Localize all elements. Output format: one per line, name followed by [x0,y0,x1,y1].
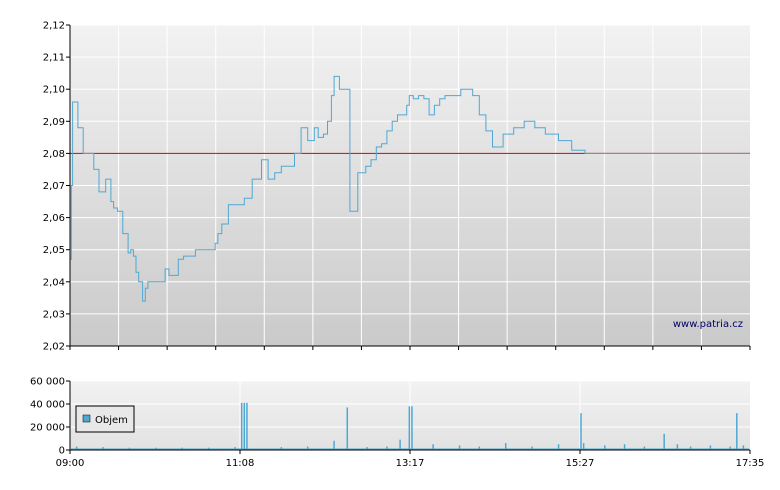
volume-bar [709,445,712,450]
volume-bar [623,444,626,450]
price-gridlines [70,24,750,346]
price-y-tick-label: 2,10 [43,85,65,96]
volume-bar [676,444,679,450]
volume-bar [346,407,349,450]
price-y-axis: 2,02 2,03 2,04 2,05 2,06 2,07 2,08 2,09 2,10 2,11… [43,21,70,353]
volume-y-tick-label: 20 000 [30,423,65,434]
volume-bar [181,447,183,450]
watermark-text: www.patria.cz [673,319,743,330]
legend-label: Objem [95,415,128,426]
volume-bars [71,402,749,450]
volume-bar [246,402,248,450]
price-y-tick-label: 2,03 [43,309,65,320]
price-y-tick-label: 2,05 [43,245,65,256]
volume-y-tick-label: 40 000 [30,400,65,411]
volume-bar [604,445,606,450]
volume-bar [306,446,309,450]
price-series-line [70,75,750,302]
volume-bar [729,446,731,450]
legend-swatch [82,414,91,423]
volume-bar [240,402,243,450]
price-y-tick-label: 2,07 [43,181,65,192]
volume-bar [411,406,413,450]
volume-x-tick-label: 13:17 [396,458,425,469]
volume-bar [333,440,335,450]
volume-y-axis: 0 20 000 40 000 60 000 [30,377,70,457]
volume-bar [234,447,236,450]
volume-bar [432,444,434,450]
volume-bar [582,443,585,450]
volume-bar [478,446,481,450]
volume-bar [663,433,665,450]
volume-x-tick-label: 11:08 [226,458,255,469]
price-y-tick-label: 2,11 [43,53,65,64]
volume-bar [557,444,560,450]
volume-bar [531,446,533,450]
volume-panel: 0 20 000 40 000 60 000 09:00 11:08 13:17 15:27… [30,377,764,470]
price-y-tick-label: 2,02 [43,342,65,353]
legend: Objem [75,405,135,433]
volume-x-tick-label: 17:35 [736,458,765,469]
volume-bar [408,406,411,450]
volume-bar [504,443,507,450]
volume-bar [399,439,401,450]
volume-bar [458,445,461,450]
volume-bar [155,447,157,450]
volume-bar [386,446,388,450]
volume-bar [580,413,582,450]
price-x-ticks [69,346,751,350]
volume-bar [75,446,78,450]
volume-y-tick-label: 0 [59,446,65,457]
volume-y-tick-label: 60 000 [30,377,65,388]
volume-bar [742,445,745,450]
volume-bar [102,447,104,450]
volume-bar [128,447,131,450]
volume-bar [366,447,368,450]
price-y-tick-label: 2,06 [43,213,65,224]
volume-x-tick-label: 15:27 [566,458,595,469]
price-y-tick-label: 2,12 [43,21,65,32]
price-y-tick-label: 2,08 [43,149,65,160]
volume-bar [280,447,283,450]
price-y-tick-label: 2,09 [43,117,65,128]
volume-x-axis: 09:00 11:08 13:17 15:27 17:35 [56,450,765,469]
volume-bar [243,402,246,450]
volume-bar [643,446,646,450]
price-y-tick-label: 2,04 [43,277,65,288]
volume-bar [207,447,210,450]
volume-x-tick-label: 09:00 [56,458,85,469]
volume-bar [736,413,738,450]
volume-bar [689,446,692,450]
price-panel: 2,02 2,03 2,04 2,05 2,06 2,07 2,08 2,09 2,10 2,11… [43,21,751,353]
